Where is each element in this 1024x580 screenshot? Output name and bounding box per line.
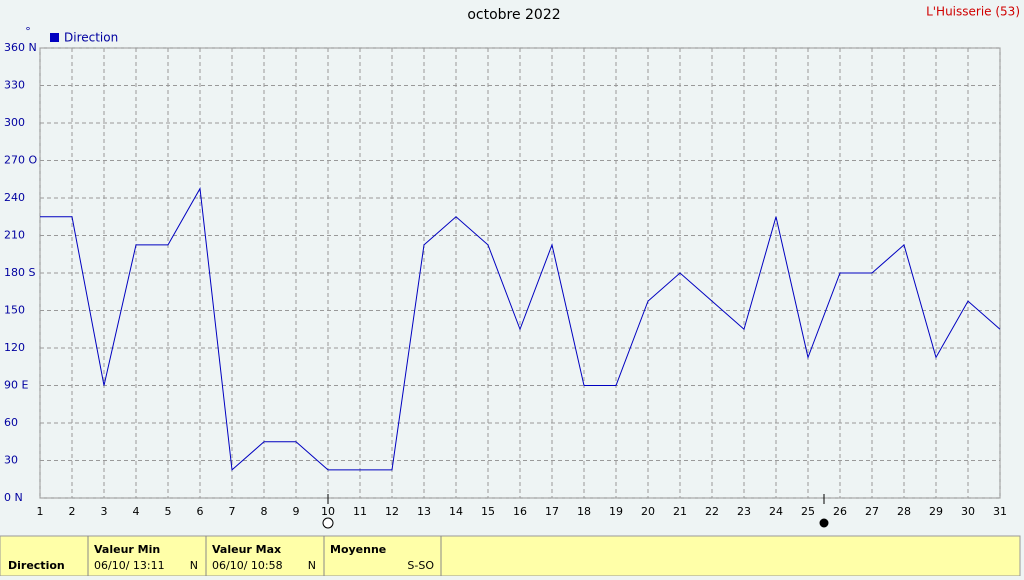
y-tick-label: 300 <box>4 116 25 129</box>
moon-phase <box>819 518 829 528</box>
max-label: Valeur Max <box>212 543 281 556</box>
y-tick-label: 330 <box>4 79 25 92</box>
x-tick-label: 31 <box>993 505 1007 518</box>
x-tick-label: 15 <box>481 505 495 518</box>
moon-phase <box>322 517 334 529</box>
station: L'Huisserie (53) <box>926 5 1020 19</box>
row-label: Direction <box>8 559 65 572</box>
x-tick-label: 3 <box>101 505 108 518</box>
x-tick-label: 8 <box>261 505 268 518</box>
x-tick-label: 14 <box>449 505 463 518</box>
x-tick-label: 24 <box>769 505 783 518</box>
x-tick-label: 4 <box>133 505 140 518</box>
y-tick-label: 60 <box>4 416 18 429</box>
y-tick-label: 150 <box>4 304 25 317</box>
x-tick-label: 9 <box>293 505 300 518</box>
x-tick-label: 19 <box>609 505 623 518</box>
x-tick-label: 5 <box>165 505 172 518</box>
min-value: N <box>190 559 198 572</box>
max-when: 06/10/ 10:58 <box>212 559 283 572</box>
x-tick-label: 16 <box>513 505 527 518</box>
x-tick-label: 13 <box>417 505 431 518</box>
x-tick-label: 17 <box>545 505 559 518</box>
x-tick-label: 11 <box>353 505 367 518</box>
legend-swatch <box>50 33 59 42</box>
min-label: Valeur Min <box>94 543 160 556</box>
x-tick-label: 10 <box>321 505 335 518</box>
x-tick-label: 12 <box>385 505 399 518</box>
min-when: 06/10/ 13:11 <box>94 559 165 572</box>
mean-label: Moyenne <box>330 543 386 556</box>
x-tick-label: 30 <box>961 505 975 518</box>
summary-band <box>0 535 1021 577</box>
y-tick-label: 240 <box>4 191 25 204</box>
max-value: N <box>308 559 316 572</box>
x-tick-label: 26 <box>833 505 847 518</box>
x-tick-label: 28 <box>897 505 911 518</box>
chart-title: octobre 2022 <box>467 7 560 23</box>
line <box>40 187 1001 471</box>
x-tick-label: 6 <box>197 505 204 518</box>
y-tick-label: 120 <box>4 341 25 354</box>
x-tick-label: 2 <box>69 505 76 518</box>
x-tick-label: 21 <box>673 505 687 518</box>
x-tick-label: 25 <box>801 505 815 518</box>
x-tick-label: 7 <box>229 505 236 518</box>
y-tick-label: 180 S <box>4 266 35 279</box>
x-tick-label: 22 <box>705 505 719 518</box>
y-tick-label: 210 <box>4 229 25 242</box>
summary: Direction Valeur Min 06/10/ 13:11 N Vale… <box>0 535 1021 577</box>
y-tick-label: 30 <box>4 454 18 467</box>
x-tick-label: 1 <box>37 505 44 518</box>
x-tick-label: 23 <box>737 505 751 518</box>
y-tick-label: 90 E <box>4 379 28 392</box>
legend-label: Direction <box>64 31 118 45</box>
mean-value: S-SO <box>407 559 434 572</box>
y-unit: ° <box>25 25 31 38</box>
x-tick-label: 20 <box>641 505 655 518</box>
y-tick-label: 0 N <box>4 491 23 504</box>
y-tick-label: 360 N <box>4 41 37 54</box>
x-tick-label: 18 <box>577 505 591 518</box>
y-tick-label: 270 O <box>4 154 37 167</box>
x-tick-label: 29 <box>929 505 943 518</box>
x-tick-label: 27 <box>865 505 879 518</box>
